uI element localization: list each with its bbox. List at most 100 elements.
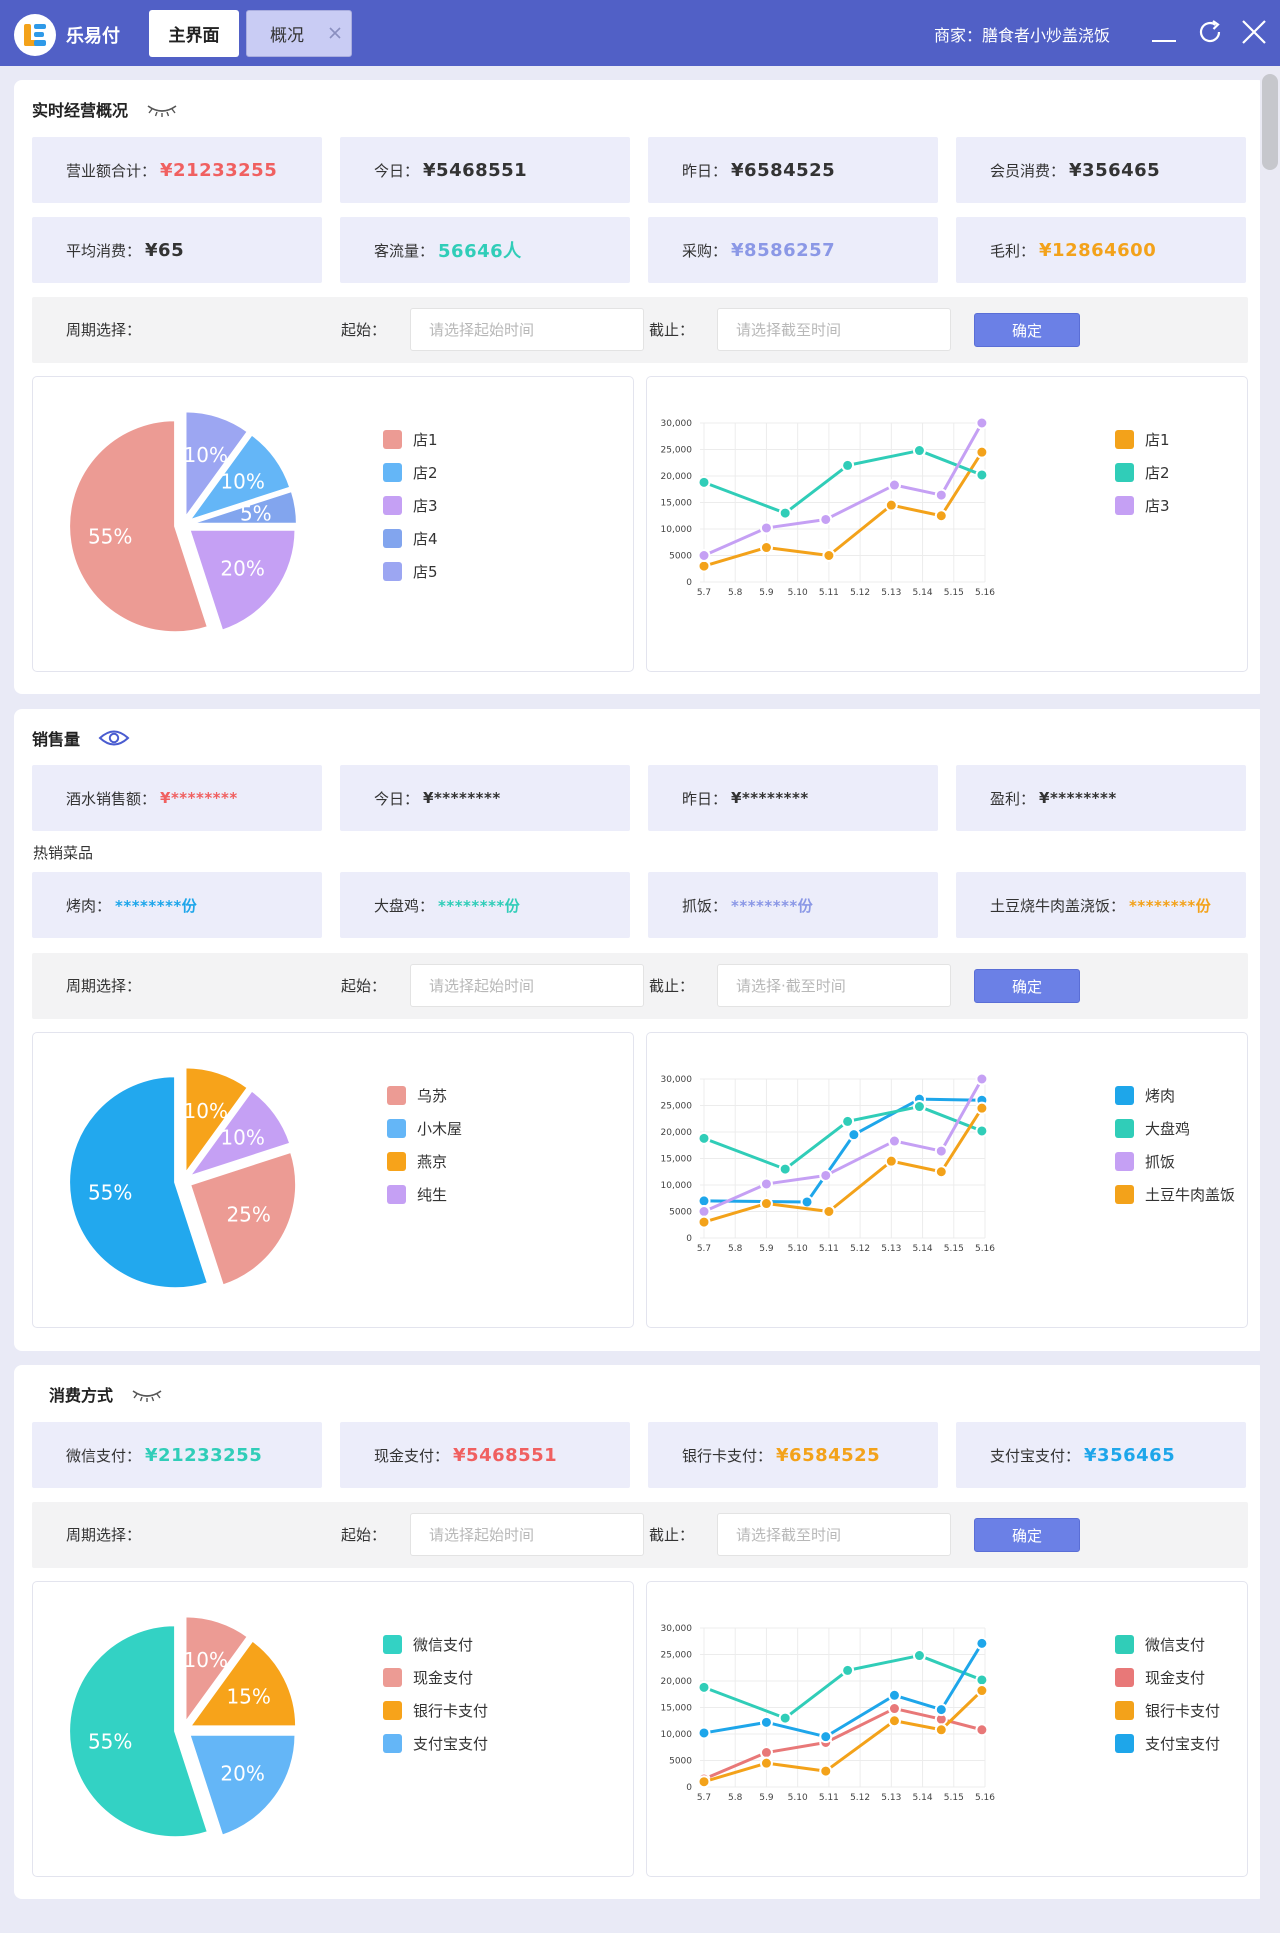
close-window-icon[interactable] — [1236, 14, 1272, 50]
data-point[interactable] — [759, 541, 773, 555]
data-point[interactable] — [841, 1114, 855, 1128]
data-point[interactable] — [887, 1688, 901, 1702]
eye-open-icon[interactable] — [98, 725, 132, 751]
end-date-input[interactable]: 请选择截至时间 — [717, 1513, 951, 1556]
data-point[interactable] — [822, 1205, 836, 1218]
pie-slice-燕京[interactable] — [184, 1066, 250, 1177]
pie-slice-店2[interactable] — [184, 410, 250, 521]
pie-slice-乌苏[interactable] — [188, 1150, 298, 1287]
data-point[interactable] — [697, 1131, 711, 1145]
end-date-input[interactable]: 请选择截至时间 — [717, 308, 951, 351]
data-point[interactable] — [778, 1711, 792, 1725]
data-point[interactable] — [759, 1177, 773, 1191]
confirm-button[interactable]: 确定 — [974, 1518, 1080, 1552]
data-point[interactable] — [884, 498, 898, 512]
data-point[interactable] — [975, 1684, 989, 1698]
data-point[interactable] — [759, 1746, 773, 1760]
data-point[interactable] — [759, 521, 773, 535]
data-point[interactable] — [975, 1636, 989, 1650]
end-date-input[interactable]: 请选择·截至时间 — [717, 964, 951, 1007]
stat-customer-flow: 客流量： 56646人 — [340, 217, 630, 283]
data-point[interactable] — [697, 1215, 711, 1229]
minimize-icon[interactable] — [1146, 14, 1182, 50]
data-point[interactable] — [697, 1205, 711, 1218]
tab-overview[interactable]: 概况 — [246, 10, 352, 57]
legend-item: 店4 — [383, 522, 438, 555]
scrollbar-track[interactable] — [1260, 66, 1280, 1933]
refresh-icon[interactable] — [1192, 14, 1228, 50]
data-point[interactable] — [697, 475, 711, 489]
data-point[interactable] — [697, 1726, 711, 1740]
data-point[interactable] — [778, 1162, 792, 1176]
pie-slice-微信支付[interactable] — [68, 1624, 210, 1839]
data-point[interactable] — [975, 468, 989, 482]
pie-slice-纯生[interactable] — [186, 1089, 292, 1179]
data-point[interactable] — [975, 445, 989, 459]
data-point[interactable] — [697, 1775, 711, 1789]
legend-swatch — [1115, 463, 1134, 482]
legend-label: 小木屋 — [417, 1120, 463, 1138]
data-point[interactable] — [975, 416, 989, 430]
data-point[interactable] — [819, 1764, 833, 1778]
data-point[interactable] — [934, 1723, 948, 1737]
pie-slice-现金支付[interactable] — [184, 1615, 250, 1726]
data-point[interactable] — [697, 1194, 711, 1208]
confirm-button[interactable]: 确定 — [974, 969, 1080, 1003]
data-point[interactable] — [819, 512, 833, 526]
data-point[interactable] — [975, 1072, 989, 1086]
start-date-input[interactable]: 请选择起始时间 — [410, 308, 644, 351]
data-point[interactable] — [759, 1197, 773, 1211]
stat-value: ¥******** — [731, 789, 809, 807]
data-point[interactable] — [697, 559, 711, 573]
pie-slice-label: 55% — [88, 1181, 132, 1205]
x-tick-label: 5.16 — [975, 588, 995, 598]
data-point[interactable] — [759, 1756, 773, 1770]
pie-slice-店3[interactable] — [186, 433, 292, 523]
close-icon[interactable] — [326, 24, 344, 42]
pie-slice-店5[interactable] — [188, 528, 297, 632]
data-point[interactable] — [800, 1195, 814, 1209]
data-point[interactable] — [819, 1730, 833, 1744]
data-point[interactable] — [975, 1124, 989, 1138]
legend-item: 银行卡支付 — [383, 1694, 488, 1727]
start-date-input[interactable]: 请选择起始时间 — [410, 1513, 644, 1556]
data-point[interactable] — [912, 1100, 926, 1114]
data-point[interactable] — [759, 1715, 773, 1729]
eye-closed-icon[interactable] — [131, 1381, 165, 1407]
data-point[interactable] — [778, 506, 792, 520]
data-point[interactable] — [934, 1703, 948, 1717]
scrollbar-thumb[interactable] — [1262, 74, 1278, 170]
pie-slice-银行卡支付[interactable] — [188, 1639, 298, 1728]
data-point[interactable] — [847, 1128, 861, 1142]
data-point[interactable] — [975, 1723, 989, 1737]
eye-closed-icon[interactable] — [146, 96, 180, 122]
pie-slice-店4[interactable] — [190, 489, 298, 525]
data-point[interactable] — [887, 478, 901, 492]
data-point[interactable] — [975, 1101, 989, 1115]
data-point[interactable] — [841, 458, 855, 472]
data-point[interactable] — [912, 1649, 926, 1663]
period-selector: 周期选择： 起始： 请选择起始时间 截止： 请选择·截至时间 确定 — [32, 953, 1248, 1019]
data-point[interactable] — [934, 1165, 948, 1179]
pie-slice-店1[interactable] — [68, 419, 210, 634]
start-date-input[interactable]: 请选择起始时间 — [410, 964, 644, 1007]
data-point[interactable] — [697, 549, 711, 562]
data-point[interactable] — [884, 1154, 898, 1168]
tab-main[interactable]: 主界面 — [149, 10, 239, 57]
data-point[interactable] — [887, 1714, 901, 1728]
data-point[interactable] — [887, 1702, 901, 1716]
stat-label: 营业额合计： — [66, 161, 157, 180]
pie-slice-小木屋[interactable] — [68, 1075, 210, 1290]
data-point[interactable] — [912, 444, 926, 458]
data-point[interactable] — [934, 509, 948, 523]
data-point[interactable] — [887, 1134, 901, 1148]
data-point[interactable] — [697, 1680, 711, 1694]
data-point[interactable] — [934, 488, 948, 502]
data-point[interactable] — [822, 549, 836, 562]
data-point[interactable] — [934, 1144, 948, 1158]
data-point[interactable] — [819, 1168, 833, 1182]
data-point[interactable] — [841, 1663, 855, 1677]
data-point[interactable] — [975, 1673, 989, 1687]
pie-slice-支付宝支付[interactable] — [188, 1733, 297, 1837]
confirm-button[interactable]: 确定 — [974, 313, 1080, 347]
